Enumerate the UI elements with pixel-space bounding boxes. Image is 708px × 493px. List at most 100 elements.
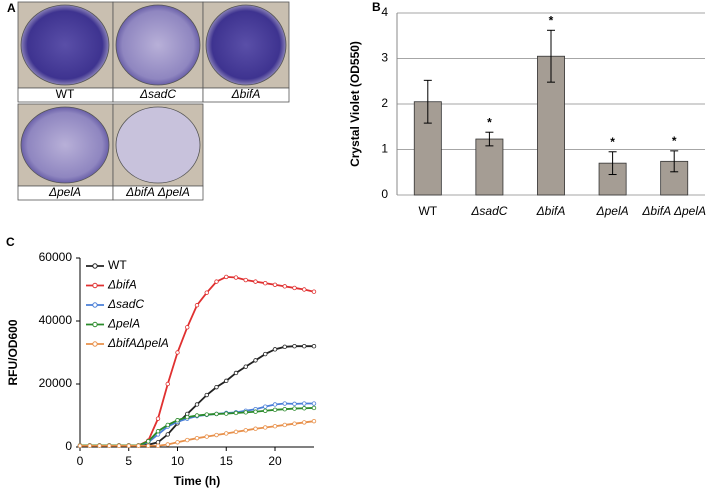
point [224,274,229,280]
x-tick-label: ΔbifA ΔpelA [641,204,706,218]
point [185,325,190,330]
photo-caption: ΔbifA [231,87,261,101]
point [292,401,297,407]
point [175,350,180,355]
point [233,370,239,376]
point [292,344,297,349]
point [263,425,268,430]
panel-label: C [6,235,15,249]
x-tick-label: ΔpelA [596,204,629,218]
point [233,410,239,416]
point [165,442,170,447]
point [204,434,209,439]
point [282,284,287,289]
x-axis-label: Time (h) [174,474,220,488]
significance-mark: * [549,13,554,27]
point [165,381,170,387]
point [282,344,287,350]
point [311,344,317,349]
point [302,344,307,349]
y-tick-label: 2 [381,96,388,110]
y-tick-label: 0 [381,187,388,201]
point [302,287,307,292]
y-tick-label: 3 [381,51,388,65]
point [175,440,180,445]
point [146,443,151,448]
photo-caption: ΔpelA [48,185,81,199]
x-tick-label: ΔbifA [536,204,566,218]
point [263,408,268,413]
point [243,364,248,369]
point [311,401,317,406]
point [263,404,268,409]
point [272,424,278,429]
point [204,412,209,417]
photo-caption: ΔbifA ΔpelA [125,185,190,199]
point [194,413,200,418]
point [243,428,248,433]
photo-grid [17,1,290,201]
point [272,402,278,407]
legend-label: ΔbifAΔpelA [107,336,169,350]
point [204,392,209,398]
legend-label: ΔsadC [107,297,144,311]
point [292,406,297,411]
point [194,402,200,407]
point [136,443,141,448]
point [282,401,287,406]
point [272,347,278,352]
y-axis-label: RFU/OD600 [6,319,20,385]
point [292,285,297,291]
point [224,411,229,416]
point [253,279,258,284]
point [155,429,161,434]
legend-label: ΔbifA [107,278,137,292]
point [253,426,258,431]
point [253,409,258,414]
point [302,401,307,406]
point [224,431,229,436]
point [175,418,180,423]
point [204,290,209,295]
x-tick-label: WT [418,204,437,218]
point [155,440,161,445]
significance-mark: * [487,115,492,129]
point [224,378,229,384]
caption-box [112,185,204,201]
point [185,437,190,443]
point [233,429,239,435]
x-tick-label: 0 [77,454,84,468]
legend-marker [92,302,98,308]
legend-marker [92,341,98,347]
point [263,351,268,357]
point [155,416,161,421]
point [214,432,219,438]
panel-label: A [7,1,16,15]
point [292,421,297,426]
x-tick-label: ΔsadC [470,204,507,218]
x-tick-label: 5 [125,454,132,468]
dish [20,4,110,86]
y-tick-label: 20000 [39,376,73,390]
point [272,282,278,287]
dish [115,4,201,86]
y-tick-label: 0 [65,439,72,453]
dish [205,4,287,86]
point [214,279,219,284]
point [107,443,112,448]
point [214,411,219,417]
point [165,432,170,437]
legend-marker [92,282,98,289]
point [214,384,219,390]
point [233,275,239,280]
point [282,407,287,412]
point [165,422,170,428]
legend-marker [92,263,98,269]
y-tick-label: 40000 [39,313,73,327]
point [253,358,258,363]
point [77,443,83,448]
point [243,277,248,283]
point [194,303,200,308]
legend-label: WT [108,258,127,272]
